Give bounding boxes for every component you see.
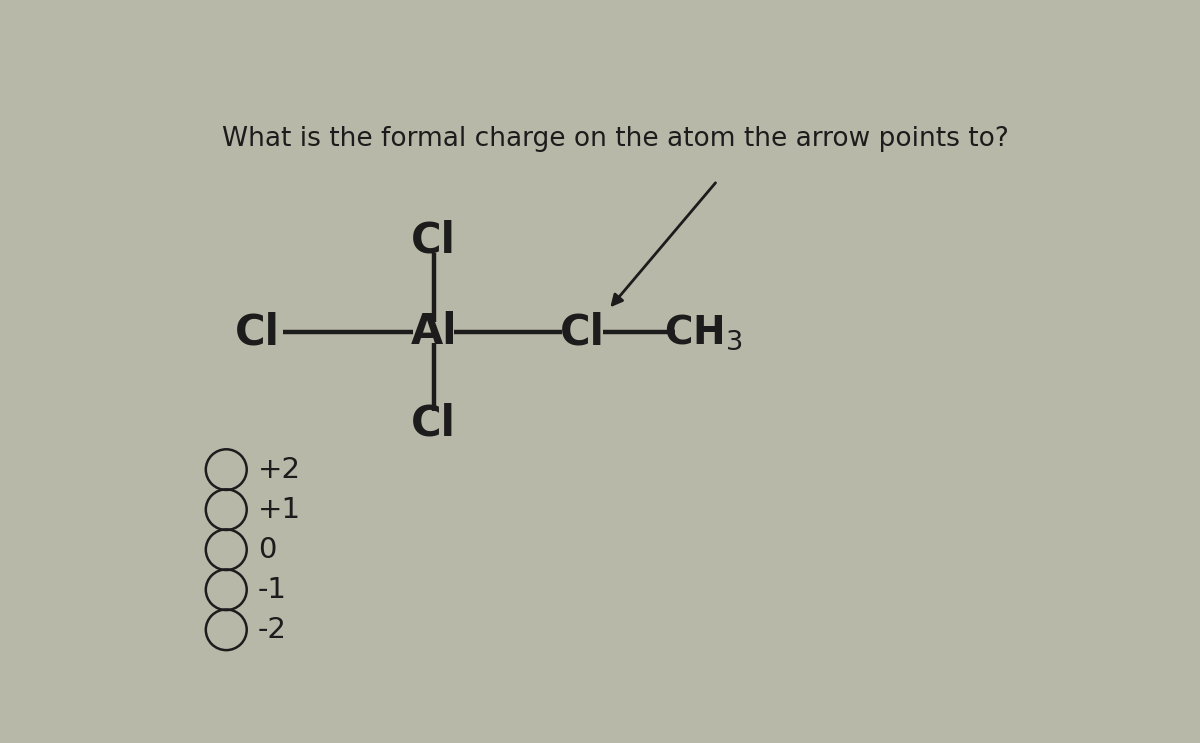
Text: CH$_3$: CH$_3$ <box>664 313 743 352</box>
Text: Cl: Cl <box>412 403 456 445</box>
Text: 0: 0 <box>258 536 276 564</box>
Text: Cl: Cl <box>412 220 456 262</box>
Text: What is the formal charge on the atom the arrow points to?: What is the formal charge on the atom th… <box>222 126 1008 152</box>
Text: Cl: Cl <box>560 311 605 354</box>
Text: Al: Al <box>410 311 457 354</box>
Text: +2: +2 <box>258 455 301 484</box>
Text: -1: -1 <box>258 576 287 604</box>
Text: -2: -2 <box>258 616 287 643</box>
Text: +1: +1 <box>258 496 301 524</box>
Text: Cl: Cl <box>234 311 280 354</box>
